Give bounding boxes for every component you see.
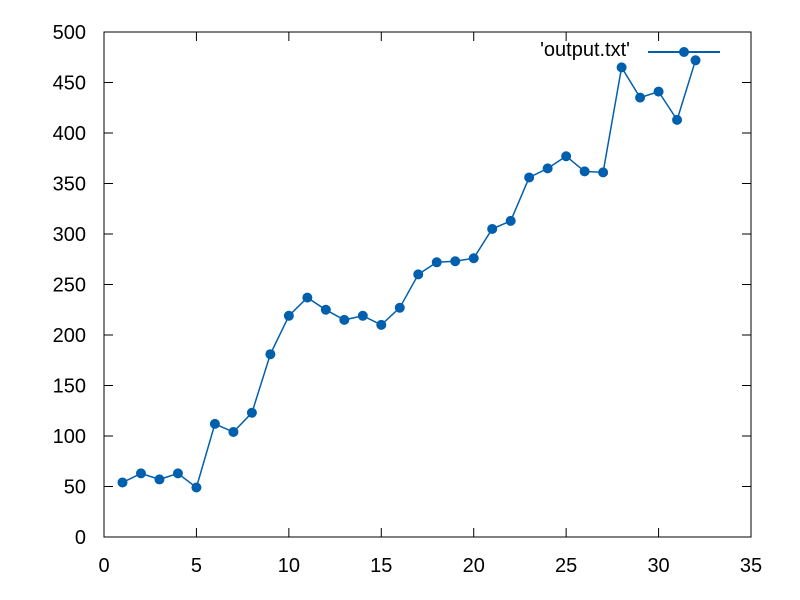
data-point <box>598 167 609 178</box>
data-point <box>524 172 535 183</box>
data-point <box>191 482 202 493</box>
data-point <box>487 223 498 234</box>
data-point <box>117 477 128 488</box>
x-tick-label: 30 <box>647 555 669 577</box>
data-point <box>413 269 424 280</box>
y-tick-label: 500 <box>53 22 86 44</box>
x-tick-label: 15 <box>370 555 392 577</box>
y-tick-label: 0 <box>75 527 86 549</box>
data-point <box>468 253 479 264</box>
series-layer <box>117 55 701 493</box>
y-tick-label: 50 <box>64 477 86 499</box>
y-tick-label: 100 <box>53 426 86 448</box>
data-point <box>450 256 461 267</box>
y-tick-label: 400 <box>53 123 86 145</box>
data-point <box>616 62 627 73</box>
x-tick-label: 10 <box>278 555 300 577</box>
data-point <box>431 257 442 268</box>
data-point <box>172 468 183 479</box>
data-point <box>690 55 701 66</box>
data-point <box>135 468 146 479</box>
data-point <box>302 292 313 303</box>
axis-ticks <box>103 31 752 538</box>
data-point <box>209 418 220 429</box>
data-point <box>542 163 553 174</box>
plot-frame <box>103 31 752 538</box>
y-tick-label: 200 <box>53 325 86 347</box>
data-point <box>579 166 590 177</box>
x-tick-label: 25 <box>555 555 577 577</box>
data-point <box>320 304 331 315</box>
legend-marker <box>679 47 689 57</box>
data-point <box>265 349 276 360</box>
y-tick-label: 450 <box>53 73 86 95</box>
x-tick-label: 20 <box>463 555 485 577</box>
data-point <box>154 474 165 485</box>
data-point <box>653 86 664 97</box>
data-point <box>672 114 683 125</box>
plot-area <box>103 31 752 538</box>
data-point <box>635 92 646 103</box>
data-point <box>283 310 294 321</box>
data-point <box>246 407 257 418</box>
data-point <box>376 319 387 330</box>
y-tick-label: 150 <box>53 376 86 398</box>
data-point <box>339 314 350 325</box>
x-tick-label: 35 <box>740 555 762 577</box>
legend: 'output.txt' <box>540 39 720 61</box>
x-tick-label: 5 <box>191 555 202 577</box>
data-point <box>357 310 368 321</box>
axis-tick-labels: 0 5 10 15 20 25 30 3505010015020025030035040045… <box>53 22 763 577</box>
y-tick-label: 350 <box>53 174 86 196</box>
series-line <box>122 60 697 489</box>
y-tick-label: 250 <box>53 275 86 297</box>
x-tick-label: 0 <box>98 555 109 577</box>
data-point <box>394 302 405 313</box>
data-point <box>561 151 572 162</box>
data-point <box>228 426 239 437</box>
legend-label: 'output.txt' <box>540 39 630 61</box>
y-tick-label: 300 <box>53 224 86 246</box>
data-point <box>505 215 516 226</box>
